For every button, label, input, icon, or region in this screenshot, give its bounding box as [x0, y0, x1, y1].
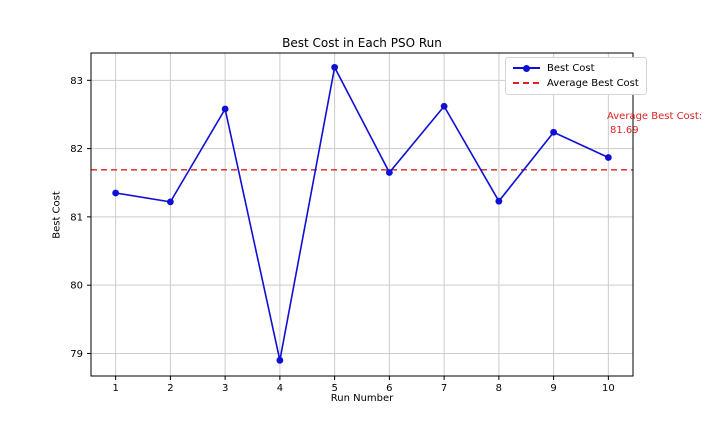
svg-text:1: 1	[112, 383, 118, 394]
svg-text:79: 79	[70, 349, 83, 360]
legend-dashed-line-icon	[513, 76, 540, 90]
average-annotation-value: 81.69	[610, 125, 639, 136]
svg-text:8: 8	[496, 383, 502, 394]
average-annotation: Average Best Cost: 81.69	[607, 110, 702, 138]
svg-text:10: 10	[602, 383, 615, 394]
svg-text:7: 7	[441, 383, 447, 394]
legend: Best Cost Average Best Cost	[505, 57, 647, 95]
legend-dashed-line	[513, 82, 540, 84]
legend-marker-dot	[523, 64, 530, 72]
svg-text:4: 4	[277, 383, 283, 394]
svg-text:2: 2	[167, 383, 173, 394]
y-axis-label: Best Cost	[51, 191, 63, 239]
legend-label-average-best-cost: Average Best Cost	[547, 77, 639, 89]
svg-text:5: 5	[331, 383, 337, 394]
average-annotation-text: Average Best Cost:	[607, 111, 703, 122]
svg-text:9: 9	[550, 383, 556, 394]
svg-text:82: 82	[70, 144, 83, 155]
legend-item-average-best-cost: Average Best Cost	[513, 76, 639, 90]
svg-text:6: 6	[386, 383, 392, 394]
chart-title: Best Cost in Each PSO Run	[282, 36, 442, 50]
legend-line-marker-icon	[513, 61, 540, 75]
svg-text:83: 83	[70, 76, 83, 87]
legend-item-best-cost: Best Cost	[513, 61, 639, 75]
x-axis-label: Run Number	[330, 393, 394, 404]
svg-text:81: 81	[70, 212, 83, 223]
svg-text:80: 80	[70, 281, 83, 292]
svg-text:3: 3	[222, 383, 228, 394]
legend-label-best-cost: Best Cost	[547, 62, 595, 74]
